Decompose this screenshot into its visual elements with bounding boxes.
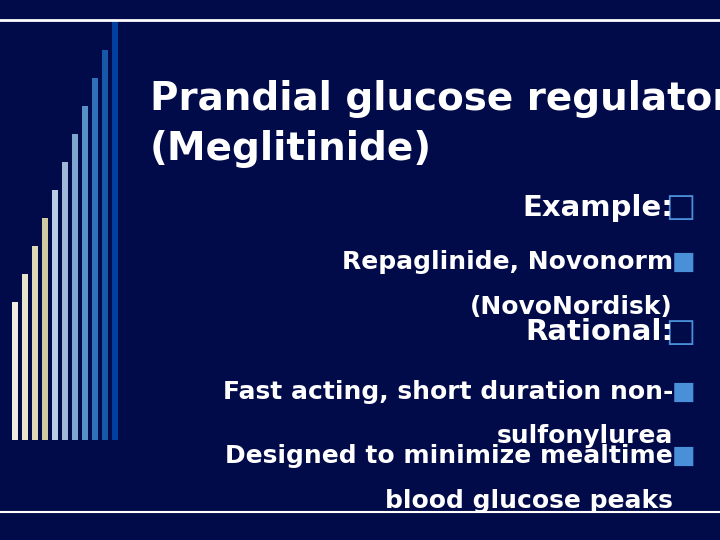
Bar: [52, 190, 58, 440]
Bar: [42, 218, 48, 440]
Text: ■: ■: [671, 380, 695, 403]
Text: ■: ■: [671, 250, 695, 274]
Text: □: □: [665, 192, 695, 224]
Text: sulfonylurea: sulfonylurea: [497, 424, 673, 449]
Text: Designed to minimize mealtime: Designed to minimize mealtime: [225, 444, 673, 468]
Text: (Meglitinide): (Meglitinide): [150, 130, 432, 168]
Text: (NovoNordisk): (NovoNordisk): [470, 295, 673, 319]
Bar: [12, 302, 18, 440]
Text: Rational:: Rational:: [525, 318, 673, 346]
Bar: [92, 78, 98, 440]
Text: Fast acting, short duration non-: Fast acting, short duration non-: [222, 380, 673, 403]
Text: blood glucose peaks: blood glucose peaks: [385, 489, 673, 514]
Text: ■: ■: [671, 444, 695, 468]
Bar: [32, 246, 38, 440]
Text: Prandial glucose regulators: Prandial glucose regulators: [150, 80, 720, 118]
Bar: [62, 162, 68, 440]
Bar: [102, 50, 108, 440]
Bar: [82, 106, 88, 440]
Text: Example:: Example:: [522, 194, 673, 222]
Bar: [22, 274, 28, 440]
Text: □: □: [665, 316, 695, 348]
Bar: [112, 22, 118, 440]
Text: Repaglinide, Novonorm: Repaglinide, Novonorm: [342, 250, 673, 274]
Bar: [72, 134, 78, 440]
